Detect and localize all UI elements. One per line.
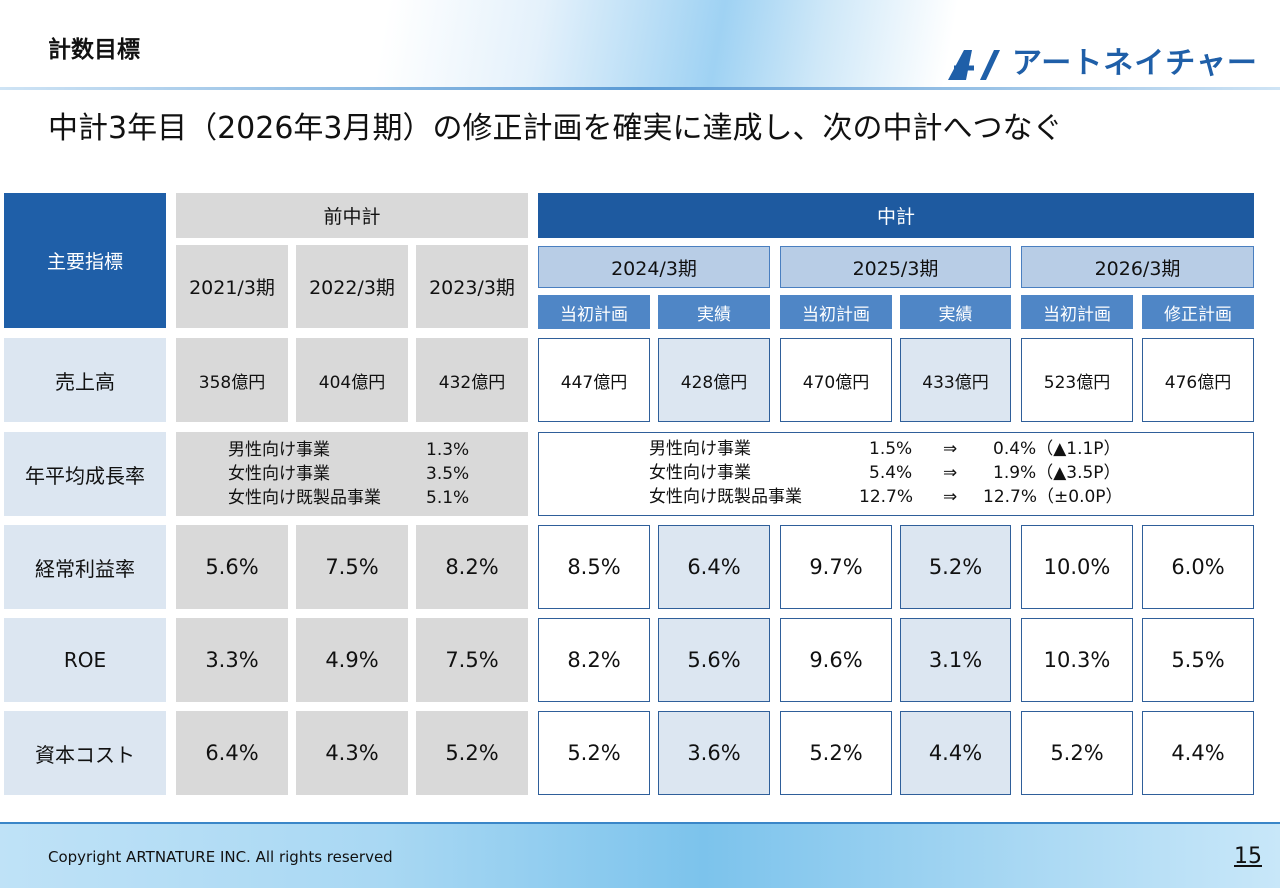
roe-2022: 4.9% [296,618,408,702]
roe-2026-revised-plan: 5.5% [1142,618,1254,702]
sales-2026-revised-plan: 476億円 [1142,338,1254,422]
year-header-2022: 2022/3期 [296,245,408,328]
year-header-2024: 2024/3期 [538,246,770,288]
ordinary-margin-2022: 7.5% [296,525,408,609]
ordinary-margin-2024-initial-plan: 8.5% [538,525,650,609]
sales-2024-initial-plan: 447億円 [538,338,650,422]
roe-2024-actual: 5.6% [658,618,770,702]
row-label-cost-of-capital: 資本コスト [4,711,166,795]
growth-current-plan: 男性向け事業 1.5% ⇒ 0.4%（▲1.1P） 女性向け事業 5.4% ⇒ … [538,432,1254,516]
footer-banner [0,822,1280,888]
logo-mark-icon [948,50,1000,80]
growth-cur-arrow-women-ready-made: ⇒ [943,487,958,507]
subheader-2026-revised-plan: 修正計画 [1142,295,1254,329]
capital-cost-2024-initial-plan: 5.2% [538,711,650,795]
group-header-current-plan: 中計 [538,193,1254,238]
roe-2026-initial-plan: 10.3% [1021,618,1133,702]
ordinary-margin-2021: 5.6% [176,525,288,609]
growth-cur-arrow-women: ⇒ [943,463,958,483]
year-header-2021: 2021/3期 [176,245,288,328]
roe-2025-initial-plan: 9.6% [780,618,892,702]
roe-2024-initial-plan: 8.2% [538,618,650,702]
capital-cost-2024-actual: 3.6% [658,711,770,795]
roe-2025-actual: 3.1% [900,618,1011,702]
capital-cost-2025-actual: 4.4% [900,711,1011,795]
ordinary-margin-2025-actual: 5.2% [900,525,1011,609]
corner-label-main-indicators: 主要指標 [4,193,166,328]
year-header-2025: 2025/3期 [780,246,1011,288]
growth-cur-arrow-men: ⇒ [943,439,958,459]
capital-cost-2022: 4.3% [296,711,408,795]
page-number: 15 [1234,844,1262,869]
roe-2023: 7.5% [416,618,528,702]
growth-cur-segment-men: 男性向け事業 [649,439,751,459]
capital-cost-2021: 6.4% [176,711,288,795]
growth-prev-segment-women: 女性向け事業 [228,464,330,484]
growth-cur-segment-women: 女性向け事業 [649,463,751,483]
copyright-notice: Copyright ARTNATURE INC. All rights rese… [48,848,393,866]
sales-2021: 358億円 [176,338,288,422]
capital-cost-2026-revised-plan: 4.4% [1142,711,1254,795]
growth-cur-revised-women: 1.9%（▲3.5P） [993,463,1121,483]
sales-2026-initial-plan: 523億円 [1021,338,1133,422]
sales-2025-initial-plan: 470億円 [780,338,892,422]
subheader-2025-initial-plan: 当初計画 [780,295,892,329]
roe-2021: 3.3% [176,618,288,702]
page-headline: 中計3年目（2026年3月期）の修正計画を確実に達成し、次の中計へつなぐ [48,111,1063,146]
growth-prev-value-women: 3.5% [426,464,470,484]
sales-2025-actual: 433億円 [900,338,1011,422]
growth-cur-original-women: 5.4% [869,463,913,483]
ordinary-margin-2026-revised-plan: 6.0% [1142,525,1254,609]
company-logo: アートネイチャー [944,44,1264,84]
row-label-annual-growth: 年平均成長率 [4,432,166,516]
logo-wordmark: アートネイチャー [1012,46,1258,81]
subheader-2025-actual: 実績 [900,295,1011,329]
sales-2023: 432億円 [416,338,528,422]
ordinary-margin-2024-actual: 6.4% [658,525,770,609]
growth-cur-segment-women-ready-made: 女性向け既製品事業 [649,487,802,507]
ordinary-margin-2023: 8.2% [416,525,528,609]
ordinary-margin-2025-initial-plan: 9.7% [780,525,892,609]
top-banner [0,0,1280,90]
year-header-2023: 2023/3期 [416,245,528,328]
sales-2024-actual: 428億円 [658,338,770,422]
growth-cur-revised-women-ready-made: 12.7%（±0.0P） [983,487,1123,507]
subheader-2024-actual: 実績 [658,295,770,329]
subheader-2026-initial-plan: 当初計画 [1021,295,1133,329]
growth-prev-segment-women-ready-made: 女性向け既製品事業 [228,488,381,508]
year-header-2026: 2026/3期 [1021,246,1254,288]
growth-previous-plan: 男性向け事業 1.3% 女性向け事業 3.5% 女性向け既製品事業 5.1% [176,432,528,516]
subheader-2024-initial-plan: 当初計画 [538,295,650,329]
growth-cur-original-men: 1.5% [869,439,913,459]
group-header-previous-plan: 前中計 [176,193,528,238]
capital-cost-2026-initial-plan: 5.2% [1021,711,1133,795]
capital-cost-2025-initial-plan: 5.2% [780,711,892,795]
growth-cur-original-women-ready-made: 12.7% [859,487,914,507]
growth-prev-value-women-ready-made: 5.1% [426,488,470,508]
section-title: 計数目標 [48,37,140,63]
sales-2022: 404億円 [296,338,408,422]
capital-cost-2023: 5.2% [416,711,528,795]
row-label-ordinary-profit-margin: 経常利益率 [4,525,166,609]
growth-prev-segment-men: 男性向け事業 [228,440,330,460]
growth-cur-revised-men: 0.4%（▲1.1P） [993,439,1121,459]
ordinary-margin-2026-initial-plan: 10.0% [1021,525,1133,609]
growth-prev-value-men: 1.3% [426,440,470,460]
row-label-sales: 売上高 [4,338,166,422]
row-label-roe: ROE [4,618,166,702]
